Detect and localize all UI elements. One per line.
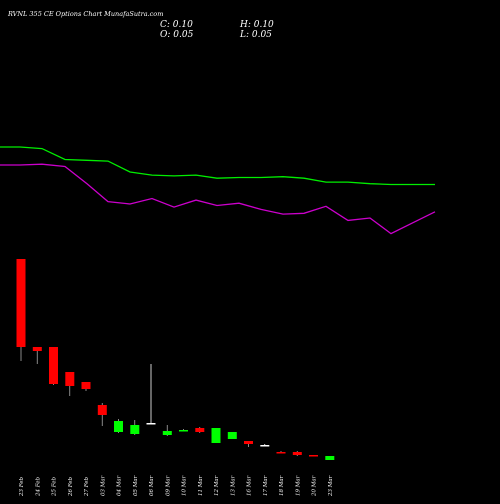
x-tick-label: 25 Feb bbox=[52, 476, 58, 497]
x-tick-label: 23 Mar bbox=[328, 475, 334, 497]
x-tick-label: 26 Feb bbox=[68, 476, 74, 497]
candle-body bbox=[32, 347, 42, 351]
series-green-line bbox=[0, 146, 435, 186]
high-value: H: 0.10 bbox=[239, 20, 274, 30]
close-value: C: 0.10 bbox=[160, 20, 193, 30]
candle-body bbox=[276, 452, 286, 454]
candle-body bbox=[49, 347, 58, 384]
x-tick-label: 19 Mar bbox=[295, 475, 301, 496]
candle-body bbox=[211, 428, 221, 443]
candle-body bbox=[260, 445, 270, 447]
candle-body bbox=[130, 425, 140, 434]
candle-body bbox=[195, 428, 205, 432]
candle-body bbox=[179, 430, 188, 432]
candle-body bbox=[292, 452, 302, 455]
x-tick-label: 20 Mar bbox=[312, 475, 318, 497]
candle-body bbox=[146, 423, 156, 425]
x-tick-label: 10 Mar bbox=[182, 475, 188, 496]
candle-body bbox=[114, 421, 123, 432]
x-tick-label: 13 Mar bbox=[230, 475, 236, 496]
candle-body bbox=[227, 432, 237, 439]
candle-body bbox=[65, 372, 75, 386]
x-tick-label: 11 Mar bbox=[198, 475, 204, 496]
x-tick-label: 17 Mar bbox=[263, 475, 269, 496]
indicator-lines bbox=[0, 146, 436, 235]
x-tick-label: 18 Mar bbox=[279, 475, 285, 496]
candle-body bbox=[325, 456, 335, 460]
candles bbox=[16, 259, 335, 460]
low-value: L: 0.05 bbox=[239, 30, 272, 40]
x-tick-label: 05 Mar bbox=[133, 475, 139, 496]
x-tick-label: 23 Feb bbox=[19, 476, 25, 497]
x-tick-label: 12 Mar bbox=[214, 475, 220, 496]
x-tick-label: 04 Mar bbox=[117, 475, 123, 496]
candle-body bbox=[16, 259, 26, 347]
x-tick-label: 09 Mar bbox=[165, 475, 171, 496]
x-tick-label: 16 Mar bbox=[247, 475, 253, 496]
candle-body bbox=[162, 431, 172, 435]
chart-title: RVNL 355 CE Options Chart MunafaSutra.co… bbox=[7, 10, 163, 18]
x-tick-label: 27 Feb bbox=[84, 476, 90, 497]
candle-body bbox=[309, 455, 318, 457]
candle-body bbox=[244, 441, 253, 444]
series-magenta-line bbox=[0, 163, 436, 235]
x-tick-label: 03 Mar bbox=[100, 475, 106, 496]
candle-body bbox=[97, 405, 107, 415]
candle-body bbox=[81, 382, 91, 389]
x-tick-label: 24 Feb bbox=[35, 476, 41, 497]
x-axis-labels: 23 Feb 24 Feb 25 Feb 26 Feb 27 Feb 03 Mar 04 M… bbox=[19, 475, 334, 497]
open-value: O: 0.05 bbox=[160, 30, 194, 40]
x-tick-label: 06 Mar bbox=[149, 475, 155, 496]
